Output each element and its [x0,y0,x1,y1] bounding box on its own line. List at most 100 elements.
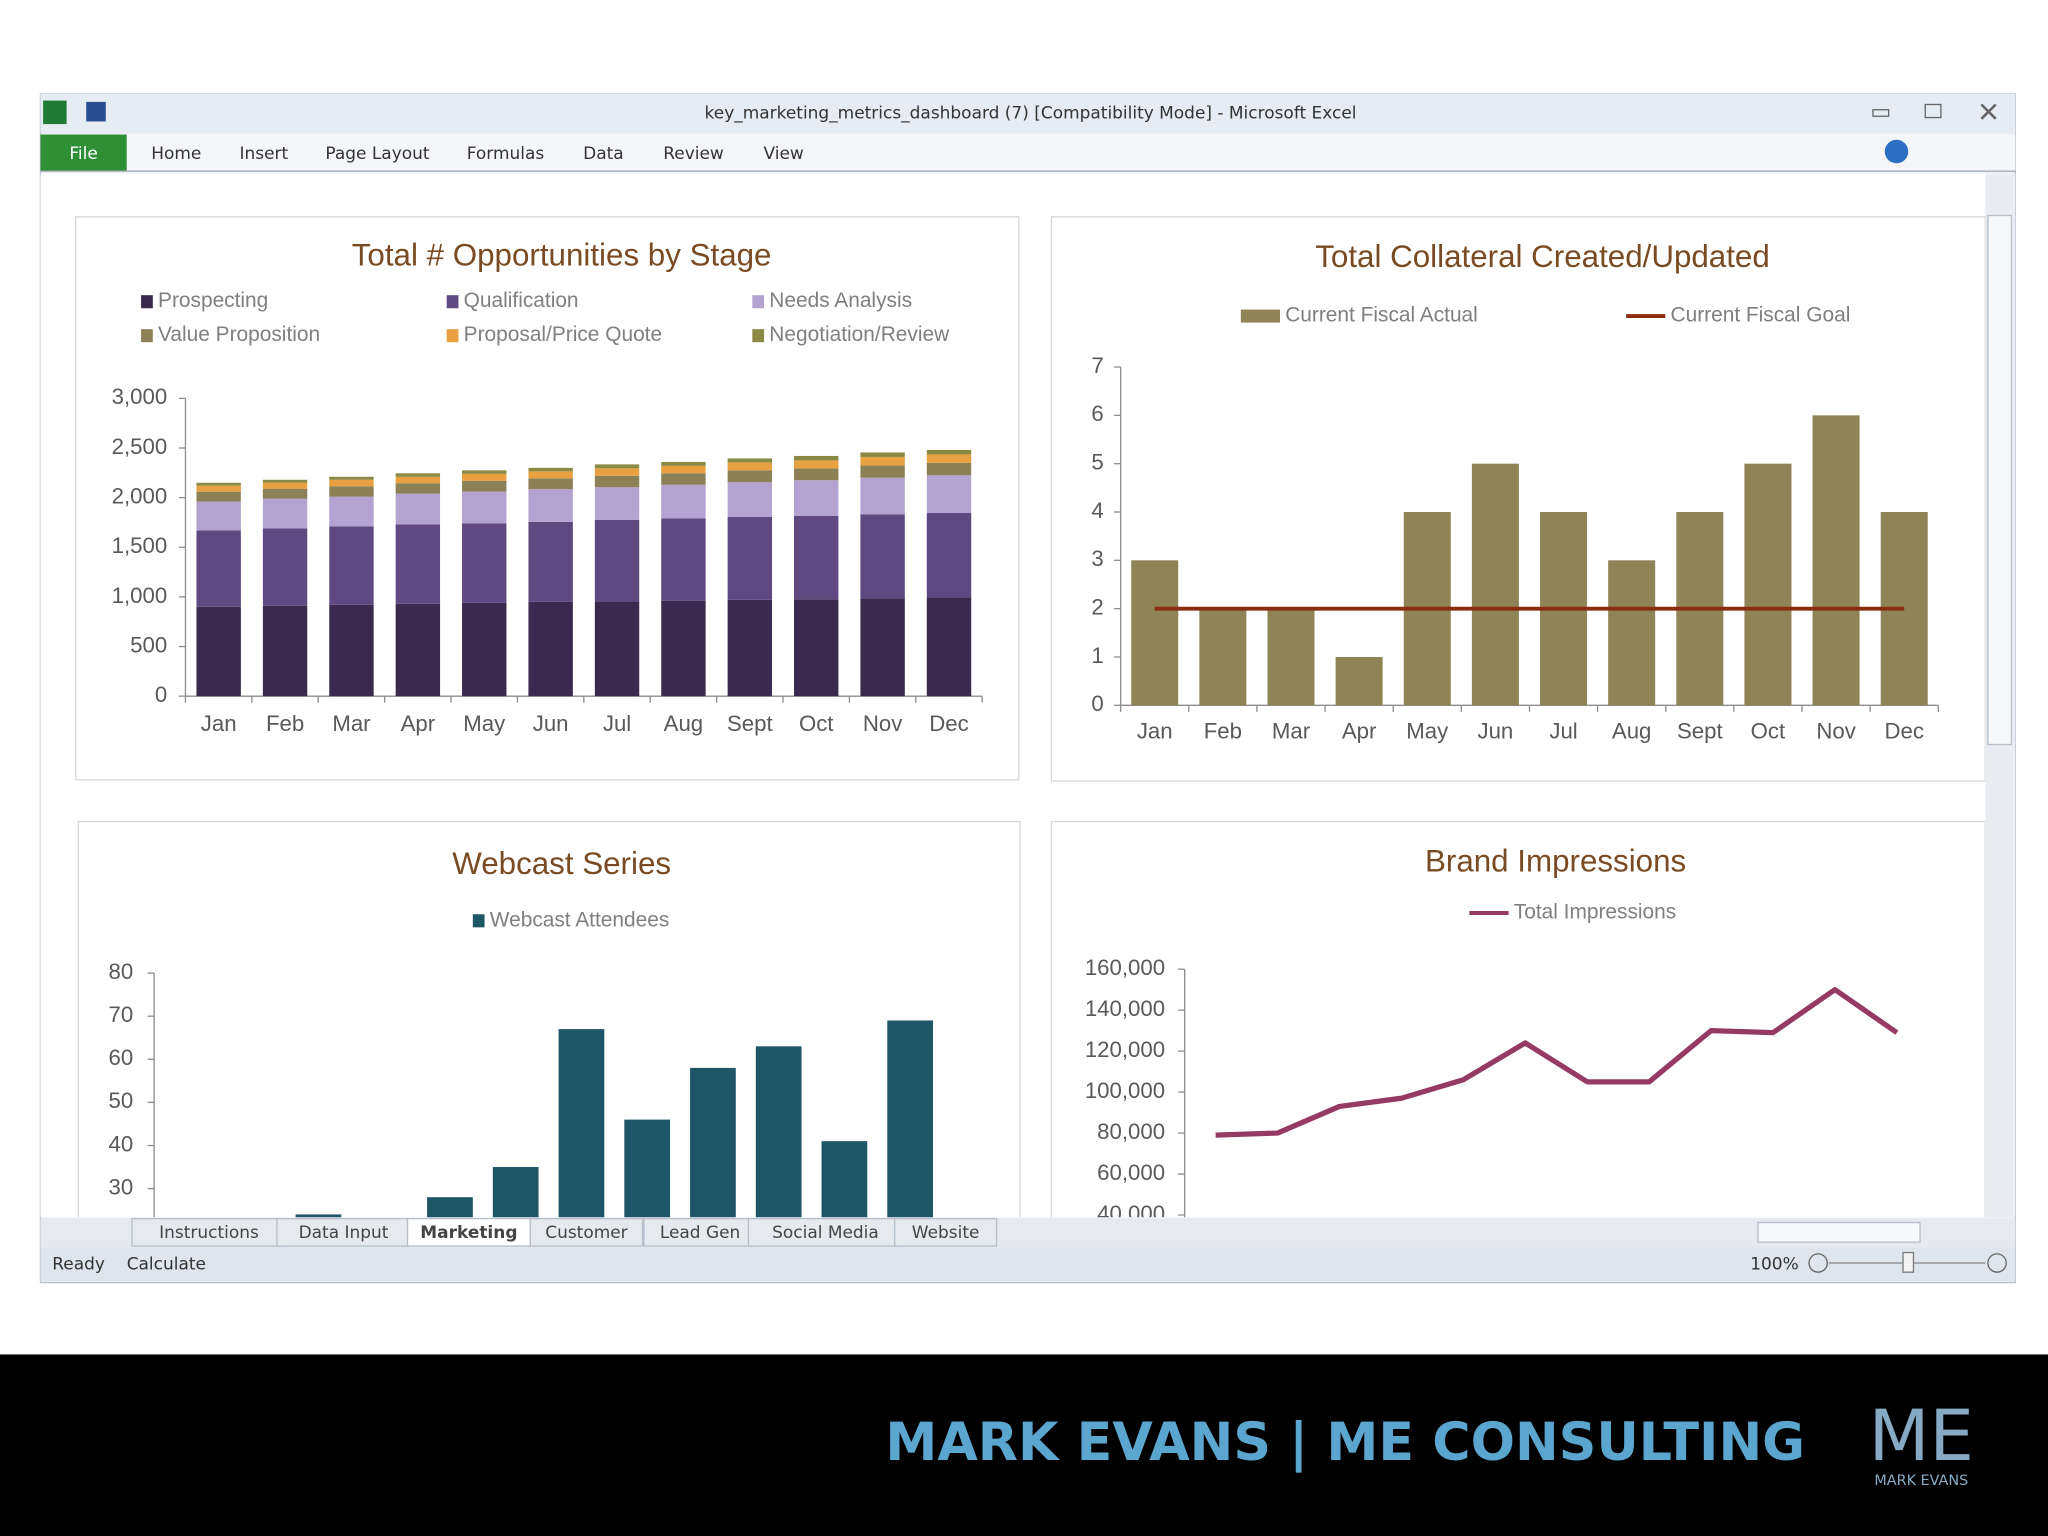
sheet-tab[interactable]: Marketing [420,1223,517,1243]
x-tick-label: Oct [799,711,834,736]
sheet-tab-bg[interactable] [894,1217,998,1247]
zoom-in[interactable] [1987,1253,2007,1273]
zoom-thumb[interactable] [1902,1251,1915,1273]
ribbon-tab[interactable]: File [69,144,97,164]
save-icon[interactable] [86,101,106,122]
y-tick-label: 50 [109,1088,134,1113]
ribbon-tab[interactable]: Data [583,144,624,164]
bar [1608,560,1656,706]
legend-label: Qualification [464,289,579,312]
sheet-tab-bg[interactable] [131,1217,287,1247]
legend-label: Proposal/Price Quote [464,323,662,346]
y-tick-label: 5 [1091,450,1103,475]
zoom-level[interactable]: 100% [1750,1254,1799,1274]
legend-swatch [141,329,153,343]
zoom-out[interactable] [1808,1253,1828,1273]
bar [594,475,640,488]
bar [395,493,441,525]
bar [860,452,905,457]
ribbon-tab[interactable]: View [764,144,804,164]
bar [462,480,507,492]
sheet-tabs: Instructions Data Input Marketing Customer L… [131,1217,998,1247]
y-tick-label: 70 [109,1002,134,1027]
legend-swatch [446,329,459,343]
bar [395,483,441,494]
legend-swatch [752,295,765,309]
y-tick-label: 0 [155,682,167,707]
bar [329,526,374,605]
x-tick-label: Jan [1137,719,1173,744]
x-tick-label: Apr [401,711,436,736]
y-tick-label: 140,000 [1085,996,1165,1021]
sheet-tab[interactable]: Social Media [772,1223,879,1243]
bar [329,479,374,487]
x-tick-label: Feb [1204,719,1242,744]
bar [196,491,241,502]
bar [727,470,773,483]
sheet-tab[interactable]: Website [912,1223,980,1243]
footer-logo-sub: MARK EVANS [1874,1473,1968,1489]
bar [926,449,972,455]
sheet-tab[interactable]: Data Input [299,1223,389,1243]
bar [196,501,241,531]
y-tick-label: 120,000 [1085,1037,1165,1062]
excel-icon[interactable] [43,100,67,125]
scroll-thumb[interactable] [1987,214,2013,746]
footer-brand: MARK EVANS | ME CONSULTING [885,1413,1805,1473]
x-tick-label: Dec [929,711,968,736]
horizontal-scroll-thumb[interactable] [1757,1221,1921,1243]
bar [528,478,573,490]
bar [1335,656,1383,706]
bar [860,598,905,697]
sheet-tab-bg[interactable] [747,1217,904,1247]
bar [528,601,573,697]
footer [0,1354,2048,1536]
sheet-tab-bg[interactable] [529,1217,644,1247]
bar [860,456,905,466]
y-tick-label: 7 [1091,353,1103,378]
bar [262,605,308,697]
legend-label: Value Proposition [158,323,320,346]
y-tick-label: 60 [109,1045,134,1070]
status-mode: Ready [52,1254,105,1274]
bar [262,482,308,489]
minimize-button[interactable] [1872,109,1890,117]
ribbon-tab[interactable]: Formulas [467,144,545,164]
help-icon[interactable] [1884,139,1909,164]
title-bar [40,94,2016,134]
sheet-tab-bg[interactable] [643,1217,757,1247]
sheet-tab[interactable]: Customer [545,1223,627,1243]
bar [690,1067,736,1218]
legend-label: Negotiation/Review [769,323,950,346]
x-tick-label: Sept [1677,719,1723,744]
close-button[interactable] [1980,103,1997,120]
bar [262,488,308,499]
bar [395,476,441,484]
ribbon-tab[interactable]: Review [663,144,724,164]
bar [462,491,507,524]
bar [794,468,839,481]
x-tick-label: Jun [533,711,569,736]
y-tick-label: 500 [130,632,167,657]
sheet-tab[interactable]: Lead Gen [660,1223,741,1243]
x-tick-label: Nov [1816,719,1856,744]
bar [196,530,241,607]
ribbon-tab[interactable]: Home [151,144,201,164]
bar [1267,608,1315,706]
file-tab-bg[interactable] [40,134,127,172]
legend-swatch [472,914,485,928]
bar [196,485,241,492]
sheet-tab-bg[interactable] [406,1217,531,1247]
x-tick-label: Aug [1612,719,1651,744]
status-calculate[interactable]: Calculate [127,1254,206,1274]
sheet-tab[interactable]: Instructions [159,1223,259,1243]
ribbon-tab[interactable]: Page Layout [325,144,430,164]
bar [196,482,241,486]
restore-button[interactable] [1924,103,1942,119]
y-tick-label: 30 [109,1174,134,1199]
bar [926,454,972,463]
ribbon-tab[interactable]: Insert [240,144,289,164]
legend-label: Needs Analysis [769,289,912,312]
